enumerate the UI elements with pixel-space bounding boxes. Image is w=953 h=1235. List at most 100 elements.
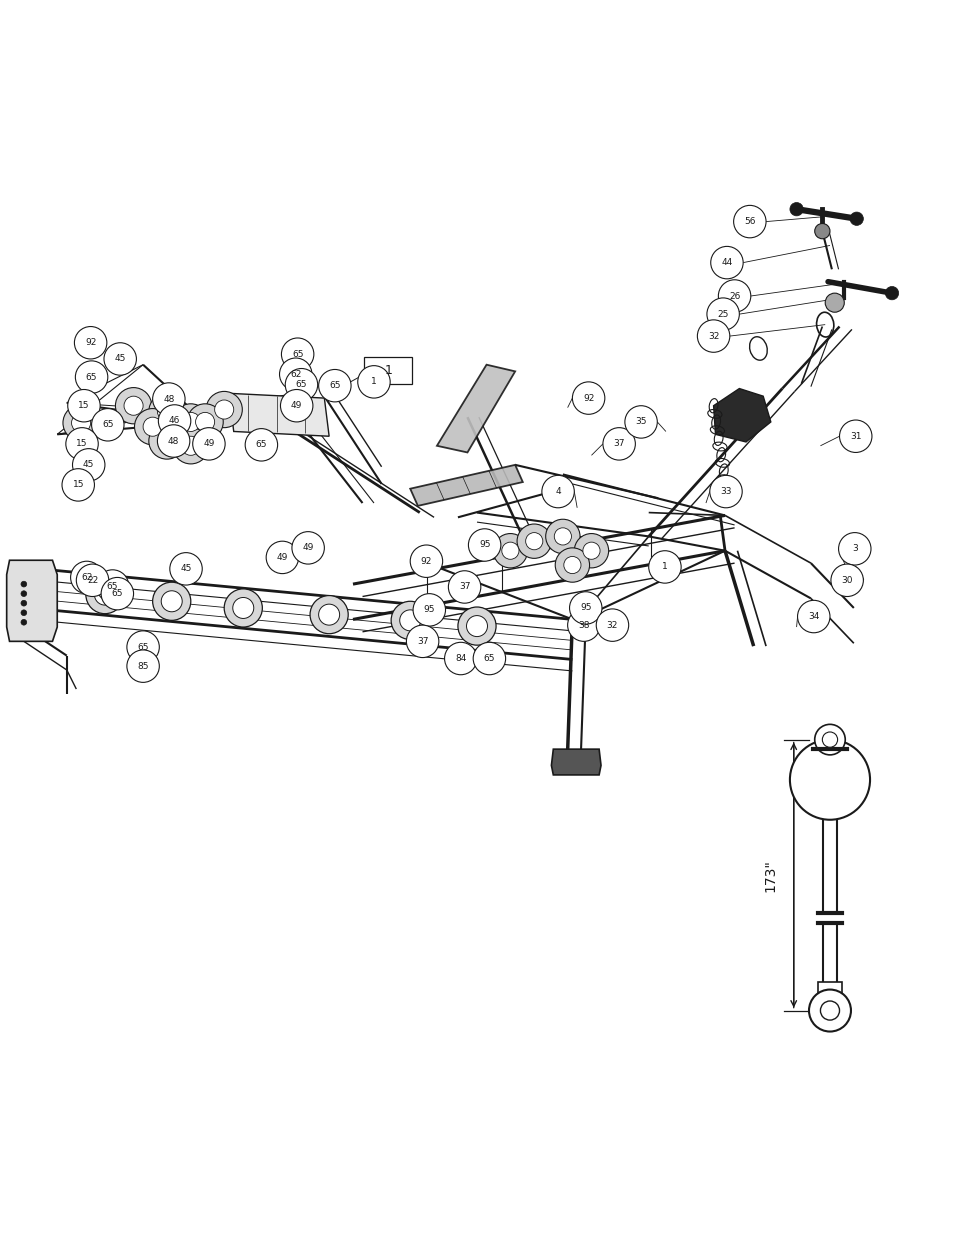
Circle shape [21,610,27,615]
Circle shape [572,382,604,414]
Circle shape [545,519,579,553]
Circle shape [96,569,129,603]
Text: 65: 65 [255,441,267,450]
Circle shape [115,388,152,424]
Circle shape [233,598,253,619]
Text: 48: 48 [163,394,174,404]
Circle shape [127,631,159,663]
Text: 95: 95 [478,541,490,550]
Text: 56: 56 [743,217,755,226]
Circle shape [224,589,262,627]
Text: 22: 22 [87,576,98,585]
Text: 65: 65 [102,420,113,430]
Circle shape [820,1002,839,1020]
Circle shape [473,642,505,674]
Text: 38: 38 [578,621,589,630]
Circle shape [280,389,313,422]
Circle shape [814,224,829,238]
Text: 37: 37 [458,583,470,592]
Circle shape [838,532,870,566]
Circle shape [187,404,223,440]
Circle shape [624,406,657,438]
Circle shape [849,212,862,226]
Circle shape [152,383,185,415]
Circle shape [158,405,191,437]
Text: 49: 49 [276,553,288,562]
Text: 62: 62 [81,573,92,582]
Text: 4: 4 [555,487,560,496]
Circle shape [808,989,850,1031]
Text: 45: 45 [180,564,192,573]
Text: 48: 48 [168,436,179,446]
Circle shape [266,541,298,573]
Text: 95: 95 [423,605,435,614]
Circle shape [181,436,200,456]
Text: 26: 26 [728,291,740,300]
Text: 62: 62 [290,369,301,379]
Circle shape [574,534,608,568]
Circle shape [444,642,476,674]
Polygon shape [436,364,515,452]
Polygon shape [7,561,57,641]
Text: 1: 1 [384,364,392,377]
Circle shape [206,391,242,427]
Circle shape [406,625,438,657]
Circle shape [841,572,856,587]
FancyBboxPatch shape [364,357,412,384]
Circle shape [62,468,94,501]
Circle shape [152,582,191,620]
Circle shape [161,590,182,611]
Text: 45: 45 [114,354,126,363]
Circle shape [104,343,136,375]
Circle shape [75,361,108,393]
Text: 49: 49 [291,401,302,410]
Circle shape [292,531,324,564]
Text: 1: 1 [371,378,376,387]
Circle shape [517,524,551,558]
Circle shape [466,615,487,636]
Text: 37: 37 [416,637,428,646]
Circle shape [648,551,680,583]
Circle shape [733,205,765,238]
Circle shape [124,396,143,415]
Circle shape [68,389,100,422]
Circle shape [157,431,176,451]
Circle shape [399,610,420,631]
Circle shape [318,369,351,401]
Circle shape [596,609,628,641]
Circle shape [279,358,312,390]
Circle shape [21,600,27,606]
Circle shape [143,417,162,436]
Text: 65: 65 [107,582,118,590]
Circle shape [525,532,542,550]
Circle shape [157,401,176,421]
Circle shape [830,564,862,597]
Circle shape [149,422,185,459]
Text: 35: 35 [635,417,646,426]
Circle shape [555,548,589,582]
Text: 65: 65 [86,373,97,382]
Circle shape [789,740,869,820]
Text: 25: 25 [717,310,728,319]
Circle shape [66,427,98,461]
Circle shape [493,534,527,568]
Circle shape [814,725,844,755]
Polygon shape [229,393,329,436]
Text: 84: 84 [455,655,466,663]
Circle shape [709,475,741,508]
Circle shape [76,564,109,597]
Polygon shape [410,464,522,506]
Circle shape [285,368,317,401]
Circle shape [706,298,739,330]
Circle shape [91,409,124,441]
Circle shape [281,338,314,370]
Text: 49: 49 [302,543,314,552]
Circle shape [101,578,133,610]
Circle shape [134,409,171,445]
Circle shape [193,427,225,461]
Circle shape [170,552,202,585]
Text: 173": 173" [763,858,777,892]
Circle shape [413,594,445,626]
Text: 46: 46 [169,416,180,426]
Circle shape [181,412,200,431]
